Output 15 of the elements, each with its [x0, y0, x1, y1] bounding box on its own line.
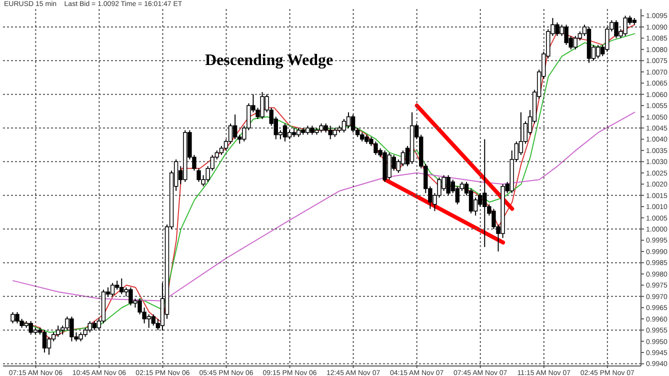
- text: Descending Wedge: [205, 52, 334, 70]
- candlestick: [46, 336, 52, 356]
- candlestick: [596, 44, 600, 59]
- candlestick: [282, 123, 288, 142]
- candlestick: [346, 112, 351, 128]
- candlestick: [42, 330, 47, 354]
- candlestick: [478, 192, 482, 208]
- candlestick: [228, 123, 233, 144]
- candlestick: [400, 150, 406, 167]
- candlestick: [56, 325, 60, 338]
- candlestick: [110, 282, 115, 297]
- candlestick: [342, 118, 346, 133]
- candlestick: [232, 114, 238, 140]
- candlestick: [455, 186, 460, 205]
- candlestick: [350, 114, 356, 133]
